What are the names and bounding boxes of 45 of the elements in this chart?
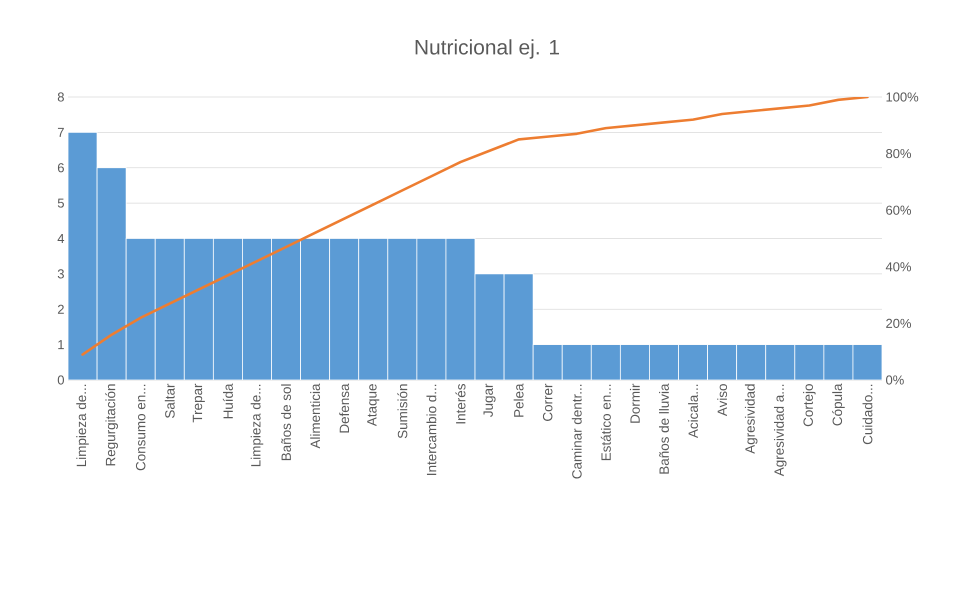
y2-tick-label: 20% — [886, 318, 911, 328]
y-tick-label: 8 — [58, 92, 64, 102]
x-tick-label: Limpieza de... — [250, 384, 264, 466]
x-tick-label: Aviso — [717, 384, 728, 416]
y-tick-label: 6 — [58, 163, 64, 172]
x-tick-label: Trepar — [192, 384, 205, 422]
y2-tick-label: 100% — [886, 92, 918, 102]
x-tick-label: Saltar — [164, 384, 175, 418]
y-tick-label: 7 — [58, 128, 64, 137]
x-tick-label: Jugar — [484, 384, 496, 417]
y-tick-label: 2 — [58, 304, 64, 314]
y-tick-label: 5 — [58, 198, 64, 208]
y-tick-label: 0 — [58, 375, 64, 385]
y2-tick-label: 60% — [886, 206, 911, 215]
x-tick-label: Limpieza de... — [76, 384, 89, 466]
x-tick-label: Correr — [542, 384, 552, 421]
x-tick-label: Cuidado... — [862, 384, 872, 444]
y2-tick-label: 40% — [886, 262, 911, 272]
x-tick-label: Sumisión — [397, 384, 408, 438]
x-tick-label: Baños de lluvia — [659, 384, 669, 474]
y-tick-label: 3 — [58, 269, 64, 278]
y-tick-label: 1 — [58, 340, 64, 350]
x-tick-label: Defensa — [339, 384, 350, 433]
x-tick-label: Alimenticia — [310, 384, 320, 449]
x-tick-label: Interés — [455, 384, 466, 424]
x-tick-label: Acicala... — [688, 384, 698, 438]
chart-title: Nutricional ej. 1 — [416, 39, 560, 59]
x-tick-label: Ataque — [367, 384, 380, 426]
x-tick-label: Cópula — [832, 384, 845, 426]
x-tick-label: Cortejo — [803, 384, 816, 426]
x-tick-label: Regurgitación — [105, 384, 118, 466]
y2-tick-label: 80% — [886, 149, 911, 158]
y2-tick-label: 0% — [886, 375, 904, 385]
x-tick-label: Consumo en... — [136, 384, 146, 470]
line-series — [81, 96, 869, 356]
x-tick-label: Dormir — [630, 384, 640, 423]
y-tick-label: 4 — [58, 234, 64, 243]
x-tick-label: Baños de sol — [281, 384, 291, 460]
x-tick-label: Caminar dentr... — [572, 384, 582, 479]
x-tick-label: Agresividad — [744, 384, 758, 454]
x-tick-label: Intercambio d... — [426, 384, 436, 475]
x-tick-label: Pelea — [514, 384, 524, 417]
x-tick-label: Agresividad a... — [774, 384, 787, 476]
x-tick-label: Estático en... — [600, 384, 611, 460]
x-tick-label: Huída — [222, 384, 233, 418]
